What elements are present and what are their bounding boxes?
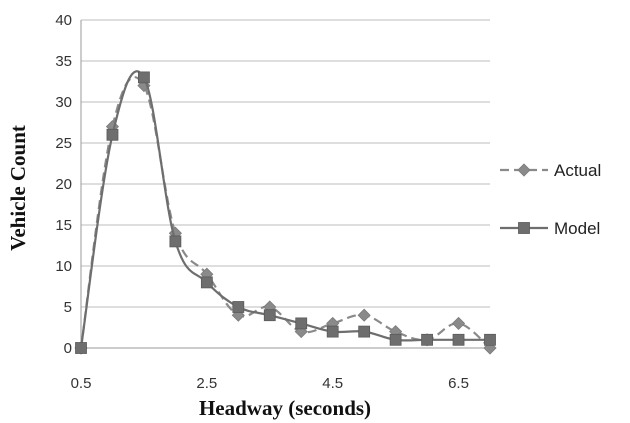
data-point-model	[452, 333, 465, 346]
series-model	[75, 70, 496, 354]
series-actual	[74, 76, 497, 355]
data-point-model	[75, 342, 87, 354]
legend-label: Model	[554, 219, 600, 238]
y-tick-label: 15	[55, 217, 72, 234]
x-tick-label: 0.5	[71, 375, 92, 392]
y-tick-label: 0	[64, 340, 72, 357]
data-point-model	[389, 333, 402, 346]
data-point-model	[169, 235, 182, 248]
y-tick-label: 20	[55, 176, 72, 193]
x-tick-label: 6.5	[448, 375, 469, 392]
legend-label: Actual	[554, 161, 601, 180]
data-point-actual	[357, 308, 371, 322]
data-point-model	[421, 333, 433, 346]
x-tick-labels: 0.5 2.5 4.5 6.5	[71, 375, 469, 392]
data-point-model	[263, 309, 276, 322]
y-tick-label: 25	[55, 135, 72, 152]
y-tick-label: 10	[55, 258, 72, 275]
y-tick-labels: 0 5 10 15 20 25 30 35 40	[55, 12, 72, 357]
data-point-model	[295, 317, 308, 330]
legend-swatch-marker	[518, 222, 530, 234]
data-point-model	[358, 325, 371, 338]
legend-item-model: Model	[500, 219, 600, 238]
data-point-model	[106, 128, 119, 141]
series-line-model	[79, 70, 490, 349]
data-point-model	[326, 325, 339, 338]
x-axis-title: Headway (seconds)	[199, 396, 371, 420]
x-tick-label: 4.5	[322, 375, 343, 392]
series-layer	[74, 70, 497, 355]
legend-swatch-marker	[517, 163, 531, 177]
y-tick-label: 40	[55, 12, 72, 29]
y-tick-label: 5	[64, 299, 72, 316]
data-point-actual	[451, 316, 466, 330]
data-point-model	[232, 301, 245, 313]
y-tick-label: 35	[55, 53, 72, 70]
data-point-model	[138, 71, 150, 84]
data-point-model	[200, 276, 213, 289]
y-axis-title: Vehicle Count	[6, 125, 30, 251]
gridlines	[81, 19, 490, 308]
x-tick-label: 2.5	[196, 375, 217, 392]
legend: Actual Model	[500, 161, 601, 238]
data-point-model	[484, 333, 496, 346]
y-tick-label: 30	[55, 94, 72, 111]
legend-item-actual: Actual	[500, 161, 601, 180]
axes	[80, 20, 490, 349]
